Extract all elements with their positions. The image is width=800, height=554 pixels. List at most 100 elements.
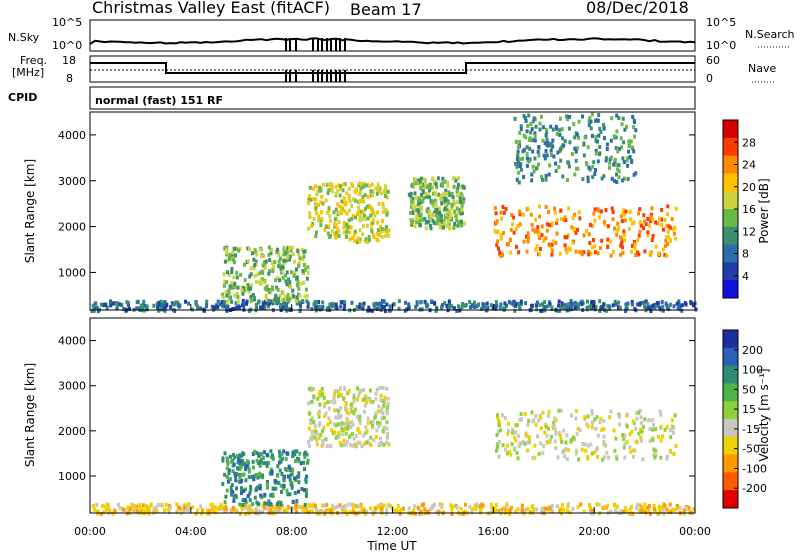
- scatter-cell: [177, 505, 181, 510]
- scatter-cell: [621, 433, 625, 437]
- scatter-cell: [242, 489, 246, 493]
- colorbar-tick-label: 24: [742, 159, 756, 172]
- scatter-cell: [418, 219, 422, 224]
- scatter-cell: [275, 247, 279, 252]
- scatter-cell: [694, 307, 698, 312]
- scatter-cell: [379, 229, 383, 234]
- scatter-cell: [336, 189, 340, 194]
- scatter-cell: [621, 178, 625, 183]
- scatter-cell: [533, 134, 537, 139]
- colorbar-tick-label: 20: [742, 181, 756, 194]
- scatter-cell: [247, 308, 251, 313]
- scatter-cell: [664, 238, 668, 243]
- scatter-cell: [337, 204, 341, 209]
- scatter-cell: [319, 223, 323, 228]
- scatter-cell: [366, 416, 370, 421]
- scatter-cell: [658, 306, 662, 311]
- scatter-cell: [602, 419, 606, 424]
- scatter-cell: [638, 508, 641, 513]
- scatter-cell: [590, 299, 594, 304]
- power-xticks: [89, 304, 696, 310]
- scatter-cell: [240, 462, 244, 467]
- scatter-cell: [338, 414, 341, 419]
- scatter-cell: [319, 509, 323, 513]
- scatter-cell: [655, 301, 659, 306]
- scatter-cell: [367, 234, 371, 239]
- scatter-cell: [549, 223, 553, 228]
- scatter-cell: [355, 240, 359, 245]
- scatter-cell: [155, 509, 159, 514]
- scatter-cell: [544, 425, 548, 429]
- scatter-cell: [343, 303, 347, 308]
- scatter-cell: [661, 304, 665, 309]
- scatter-cell: [325, 444, 329, 448]
- scatter-cell: [677, 302, 681, 307]
- colorbar-swatch: [723, 226, 738, 246]
- scatter-cell: [411, 220, 415, 224]
- scatter-cell: [502, 210, 506, 215]
- scatter-cell: [143, 303, 147, 308]
- scatter-cell: [282, 483, 286, 488]
- scatter-cell: [542, 444, 546, 449]
- scatter-cell: [267, 290, 271, 294]
- scatter-cell: [629, 511, 633, 516]
- scatter-cell: [600, 305, 604, 309]
- scatter-cell: [635, 411, 639, 416]
- scatter-cell: [295, 499, 299, 504]
- scatter-cell: [345, 408, 349, 413]
- noise-right-label: N.Search: [745, 28, 795, 41]
- scatter-cell: [278, 453, 282, 458]
- colorbar-tick-label: -15: [742, 423, 760, 436]
- scatter-cell: [430, 506, 434, 511]
- scatter-cell: [298, 281, 302, 286]
- scatter-cell: [274, 507, 278, 512]
- scatter-cell: [471, 507, 475, 512]
- scatter-cell: [602, 302, 606, 307]
- scatter-cell: [365, 204, 369, 209]
- scatter-cell: [516, 456, 520, 461]
- scatter-cell: [359, 186, 363, 191]
- scatter-cell: [418, 199, 422, 204]
- scatter-cell: [438, 225, 442, 230]
- scatter-cell: [291, 288, 295, 293]
- scatter-cell: [574, 158, 578, 163]
- scatter-cell: [356, 427, 360, 432]
- scatter-cell: [526, 231, 530, 236]
- scatter-cell: [247, 247, 251, 252]
- scatter-cell: [660, 222, 664, 227]
- scatter-cell: [341, 188, 345, 193]
- scatter-cell: [532, 507, 536, 512]
- scatter-cell: [244, 506, 248, 511]
- scatter-cell: [277, 480, 281, 485]
- scatter-cell: [276, 287, 280, 292]
- scatter-cell: [392, 302, 396, 307]
- scatter-cell: [324, 437, 328, 442]
- scatter-cell: [249, 283, 253, 288]
- scatter-cell: [304, 479, 308, 484]
- scatter-cell: [228, 296, 232, 301]
- scatter-cell: [370, 308, 374, 313]
- scatter-cell: [371, 193, 375, 198]
- scatter-cell: [369, 443, 373, 448]
- scatter-cell: [371, 419, 375, 424]
- scatter-cell: [545, 153, 549, 158]
- scatter-cell: [562, 507, 566, 512]
- scatter-cell: [608, 415, 612, 420]
- scatter-cell: [665, 305, 669, 310]
- scatter-cell: [594, 168, 597, 172]
- scatter-cell: [350, 300, 354, 305]
- scatter-cell: [617, 175, 621, 180]
- scatter-cell: [519, 124, 523, 129]
- scatter-cell: [374, 434, 378, 439]
- scatter-cell: [511, 301, 515, 306]
- scatter-cell: [247, 286, 251, 291]
- scatter-cell: [576, 227, 579, 232]
- scatter-cell: [663, 252, 667, 257]
- scatter-cell: [243, 502, 247, 507]
- scatter-cell: [200, 511, 204, 516]
- scatter-cell: [654, 427, 658, 432]
- scatter-cell: [424, 220, 428, 225]
- scatter-cell: [602, 123, 606, 127]
- scatter-cell: [326, 231, 330, 236]
